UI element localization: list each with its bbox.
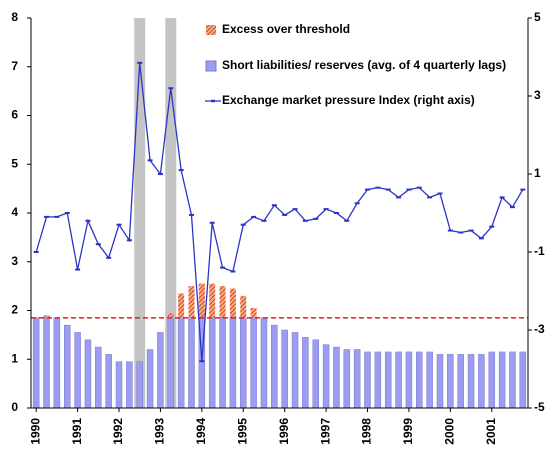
bar xyxy=(260,317,268,409)
y-tick-label: 6 xyxy=(11,108,18,122)
crisis-band xyxy=(134,18,146,408)
bar xyxy=(353,349,361,409)
bar xyxy=(312,339,319,409)
bar xyxy=(167,317,175,409)
x-tick-label: 1996 xyxy=(277,418,291,445)
y-tick-label: 4 xyxy=(11,205,18,219)
bar xyxy=(115,361,123,409)
bar xyxy=(136,361,143,409)
bar xyxy=(343,349,351,409)
y2-tick-label: 3 xyxy=(534,88,541,102)
excess-bar xyxy=(219,286,226,318)
bar xyxy=(519,351,527,409)
bar xyxy=(63,324,71,409)
bar xyxy=(436,354,444,409)
legend-label: Short liabilities/ reserves (avg. of 4 q… xyxy=(222,58,506,72)
excess-bar xyxy=(209,283,216,318)
y-tick-label: 7 xyxy=(11,59,18,73)
bar xyxy=(374,351,382,409)
y-tick-label: 1 xyxy=(11,351,18,365)
bar xyxy=(447,354,454,409)
legend-swatch xyxy=(205,60,217,72)
excess-bar xyxy=(240,295,247,318)
y-tick-label: 2 xyxy=(11,303,18,317)
bar xyxy=(177,317,185,409)
bar xyxy=(498,351,506,409)
y2-tick-label: -5 xyxy=(534,400,545,414)
x-tick-label: 2001 xyxy=(484,418,498,445)
excess-bar xyxy=(198,283,205,318)
bar xyxy=(509,351,516,409)
bar xyxy=(395,351,402,409)
bar xyxy=(219,317,226,409)
y-tick-label: 8 xyxy=(11,10,18,24)
bar xyxy=(478,354,485,409)
y-tick-label: 5 xyxy=(11,156,18,170)
excess-bar xyxy=(167,312,174,318)
excess-bar xyxy=(178,293,185,318)
y2-tick-label: -3 xyxy=(534,322,545,336)
bar xyxy=(416,351,423,409)
y2-tick-label: -1 xyxy=(534,244,545,258)
bar xyxy=(208,317,216,409)
bar xyxy=(457,354,464,409)
bar xyxy=(43,317,50,409)
legend-label: Excess over threshold xyxy=(222,22,350,36)
bar xyxy=(32,317,40,409)
excess-bar xyxy=(229,288,236,318)
bar xyxy=(271,324,278,409)
line xyxy=(35,62,524,362)
bar xyxy=(188,317,195,409)
bar xyxy=(95,346,102,409)
x-tick-label: 1993 xyxy=(153,418,167,445)
bar xyxy=(322,344,330,409)
bar xyxy=(467,354,475,409)
bar xyxy=(105,354,112,409)
bar xyxy=(53,317,61,409)
bar xyxy=(229,317,237,409)
x-tick-label: 1998 xyxy=(360,418,374,445)
legend: Excess over threshold Short liabilities/ … xyxy=(205,22,506,107)
bar xyxy=(157,332,164,409)
bar xyxy=(333,346,340,409)
x-tick-label: 1994 xyxy=(194,418,208,445)
x-tick-label: 1991 xyxy=(70,418,84,445)
excess-bar xyxy=(43,315,50,318)
x-tick-label: 1992 xyxy=(111,418,125,445)
legend-label: Exchange market pressure Index (right ax… xyxy=(222,93,475,107)
bar xyxy=(302,337,309,409)
y-tick-label: 0 xyxy=(11,400,18,414)
x-tick-label: 1997 xyxy=(318,418,332,445)
bar xyxy=(84,339,92,409)
bar xyxy=(384,351,392,409)
bar xyxy=(250,317,257,409)
bar xyxy=(281,329,288,409)
legend-swatch xyxy=(206,25,216,35)
x-tick-label: 2000 xyxy=(443,418,457,445)
bar xyxy=(240,317,247,409)
bar xyxy=(146,349,154,409)
bar xyxy=(405,351,413,409)
x-tick-label: 1995 xyxy=(235,418,249,445)
crisis-band xyxy=(165,18,177,408)
bar xyxy=(74,332,81,409)
excess-bar xyxy=(188,286,195,318)
x-tick-label: 1999 xyxy=(401,418,415,445)
excess-bar xyxy=(250,308,257,318)
bar xyxy=(426,351,433,409)
bar xyxy=(488,351,496,409)
y2-tick-label: 1 xyxy=(534,166,541,180)
bar xyxy=(364,351,371,409)
bar xyxy=(291,332,299,409)
y2-tick-label: 5 xyxy=(534,10,541,24)
bar xyxy=(126,361,133,409)
x-tick-label: 1990 xyxy=(28,418,42,445)
y-tick-label: 3 xyxy=(11,254,18,268)
